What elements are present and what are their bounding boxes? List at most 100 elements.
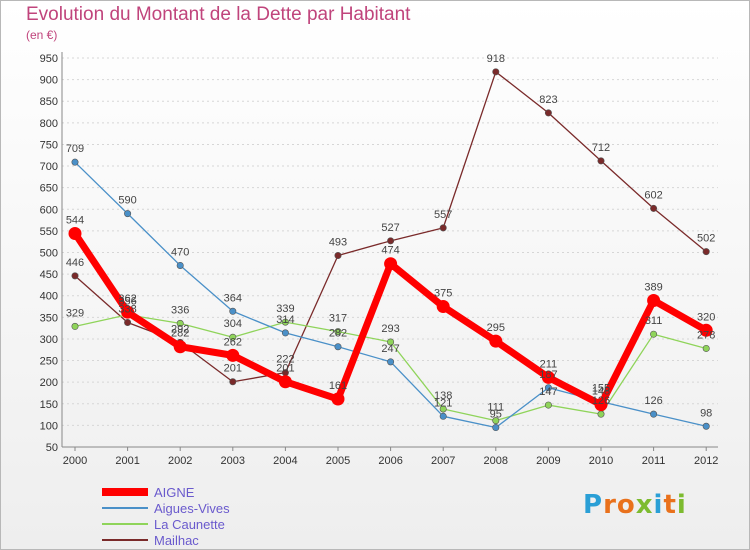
y-tick-label: 800: [40, 118, 58, 130]
data-label: 293: [381, 323, 399, 335]
y-tick-label: 850: [40, 96, 58, 108]
y-tick-label: 300: [40, 334, 58, 346]
data-point: [121, 305, 135, 319]
legend-label: La Caunette: [154, 517, 225, 532]
data-point: [489, 334, 503, 348]
y-tick-label: 600: [40, 204, 58, 216]
data-point: [647, 293, 661, 307]
data-point: [331, 392, 345, 406]
data-label: 211: [540, 358, 558, 370]
data-label: 446: [66, 257, 84, 269]
y-tick-label: 900: [40, 75, 58, 87]
data-label: 147: [539, 386, 557, 398]
data-label: 247: [381, 343, 399, 355]
data-label: 502: [697, 233, 715, 245]
data-label: 121: [434, 397, 452, 409]
y-tick-label: 950: [40, 53, 58, 65]
data-point: [650, 330, 658, 338]
data-point: [544, 109, 552, 117]
data-label: 823: [539, 94, 557, 106]
x-tick-label: 2012: [694, 455, 718, 467]
data-point: [597, 157, 605, 165]
logo-letter: t: [663, 490, 677, 520]
data-point: [71, 158, 79, 166]
logo-letter: i: [676, 490, 687, 520]
data-label: 282: [329, 328, 347, 340]
data-point: [544, 401, 552, 409]
x-tick-label: 2001: [115, 455, 139, 467]
data-point: [71, 272, 79, 280]
data-point: [124, 319, 132, 327]
y-tick-label: 750: [40, 139, 58, 151]
data-label: 126: [644, 395, 662, 407]
data-point: [334, 252, 342, 260]
data-point: [387, 338, 395, 346]
data-label: 602: [644, 189, 662, 201]
data-point: [702, 344, 710, 352]
data-label: 311: [645, 315, 663, 327]
data-label: 557: [434, 209, 452, 221]
y-tick-label: 150: [40, 399, 58, 411]
data-point: [439, 405, 447, 413]
data-point: [387, 237, 395, 245]
y-tick-label: 100: [40, 420, 58, 432]
data-point: [439, 412, 447, 420]
data-label: 712: [592, 142, 610, 154]
data-point: [492, 417, 500, 425]
data-label: 222: [276, 354, 294, 366]
data-point: [229, 307, 237, 315]
data-label: 304: [224, 318, 242, 330]
data-point: [278, 375, 292, 389]
proxiti-logo: Proxiti: [583, 490, 687, 520]
data-label: 262: [224, 336, 242, 348]
data-label: 389: [644, 281, 662, 293]
data-point: [229, 378, 237, 386]
y-tick-label: 50: [46, 442, 58, 454]
y-tick-label: 500: [40, 248, 58, 260]
data-point: [334, 343, 342, 351]
x-tick-label: 2008: [484, 455, 508, 467]
data-point: [541, 370, 555, 384]
x-tick-label: 2007: [431, 455, 455, 467]
y-tick-label: 250: [40, 356, 58, 368]
data-label: 356: [118, 296, 136, 308]
x-tick-label: 2005: [326, 455, 350, 467]
data-label: 339: [276, 303, 294, 315]
data-label: 317: [329, 313, 347, 325]
data-label: 362: [118, 293, 136, 305]
data-point: [702, 422, 710, 430]
data-point: [594, 398, 608, 412]
data-point: [176, 261, 184, 269]
data-label: 126: [592, 395, 610, 407]
y-tick-label: 700: [40, 161, 58, 173]
data-point: [650, 410, 658, 418]
y-tick-label: 350: [40, 312, 58, 324]
y-tick-label: 400: [40, 291, 58, 303]
data-label: 187: [539, 369, 557, 381]
x-tick-label: 2006: [378, 455, 402, 467]
chart-subtitle: (en €): [26, 28, 58, 42]
data-label: 493: [329, 237, 347, 249]
data-label: 201: [224, 363, 242, 375]
y-tick-label: 450: [40, 269, 58, 281]
data-label: 375: [434, 288, 452, 300]
data-point: [699, 323, 713, 337]
data-label: 292: [171, 323, 189, 335]
data-label: 474: [381, 245, 399, 257]
data-label: 314: [276, 314, 294, 326]
legend-label: Mailhac: [154, 533, 199, 548]
data-point: [281, 318, 289, 326]
x-tick-label: 2003: [221, 455, 245, 467]
data-point: [439, 224, 447, 232]
logo-letter: o: [616, 490, 636, 520]
data-label: 590: [118, 195, 136, 207]
x-tick-label: 2000: [63, 455, 87, 467]
data-point: [124, 210, 132, 218]
data-point: [173, 340, 187, 354]
data-label: 201: [276, 363, 294, 375]
data-label: 336: [171, 304, 189, 316]
data-point: [597, 410, 605, 418]
legend-label: Aigues-Vives: [154, 501, 230, 516]
data-label: 527: [381, 222, 399, 234]
